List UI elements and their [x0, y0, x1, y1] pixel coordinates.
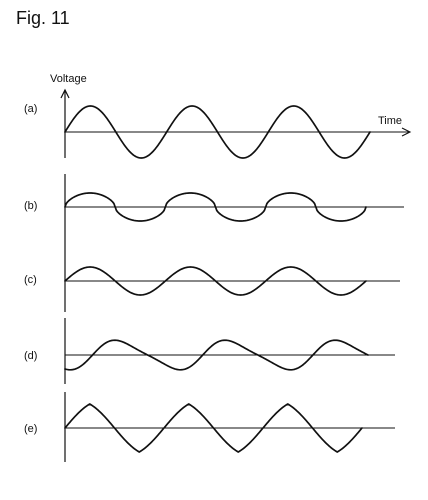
voltage-axis-arrowhead: [60, 88, 70, 99]
voltage-waveform: [64, 266, 367, 296]
panel-5: (e): [24, 392, 395, 462]
panel-label: (a): [24, 103, 37, 115]
panel-label: (c): [24, 274, 37, 286]
voltage-axis-label: Voltage: [50, 73, 87, 85]
voltage-waveform: [64, 339, 369, 371]
voltage-waveform: [64, 403, 363, 453]
panel-label: (b): [24, 200, 37, 212]
panels-group: (a) (b) (c) (d) (e): [24, 88, 412, 462]
panel-label: (d): [24, 350, 37, 362]
voltage-waveform: [64, 105, 371, 159]
time-axis-arrowhead: [401, 127, 412, 137]
panel-label: (e): [24, 423, 37, 435]
panel-2: (b): [24, 174, 404, 238]
time-axis-label: Time: [378, 115, 402, 127]
panel-1: (a): [24, 88, 412, 159]
panel-3: (c): [24, 238, 400, 312]
panel-4: (d): [24, 318, 395, 384]
figure-title: Fig. 11: [16, 8, 70, 28]
voltage-waveform: [64, 192, 367, 222]
